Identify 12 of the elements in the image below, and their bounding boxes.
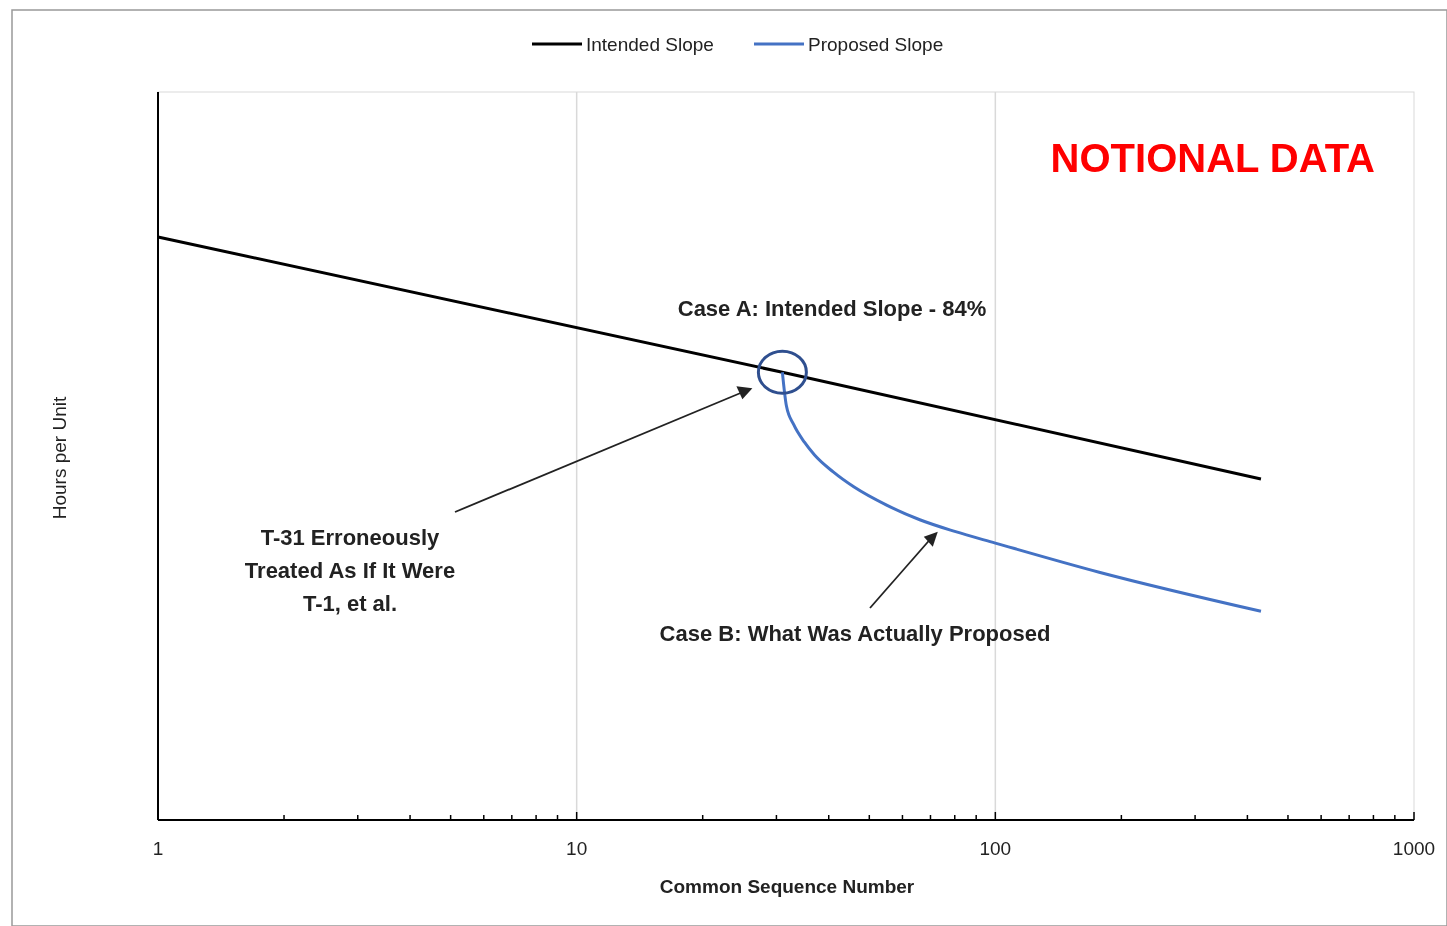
x-tick-label: 1000: [1392, 838, 1436, 859]
legend-label: Proposed Slope: [808, 34, 944, 55]
y-axis-title: Hours per Unit: [49, 396, 70, 520]
x-axis-title: Common Sequence Number: [659, 876, 915, 897]
legend-label: Intended Slope: [586, 34, 714, 55]
annotation: Case B: What Was Actually Proposed: [659, 621, 1051, 646]
x-tick-label: 1: [152, 838, 164, 859]
annotation: T-31 Erroneously Treated As If It Were T-1, et al.: [244, 525, 456, 616]
x-tick-label: 100: [979, 838, 1012, 859]
text: NOTIONAL DATA: [1050, 136, 1375, 180]
x-tick-label: 10: [566, 838, 588, 859]
annotation: Case A: Intended Slope - 84%: [677, 296, 987, 321]
